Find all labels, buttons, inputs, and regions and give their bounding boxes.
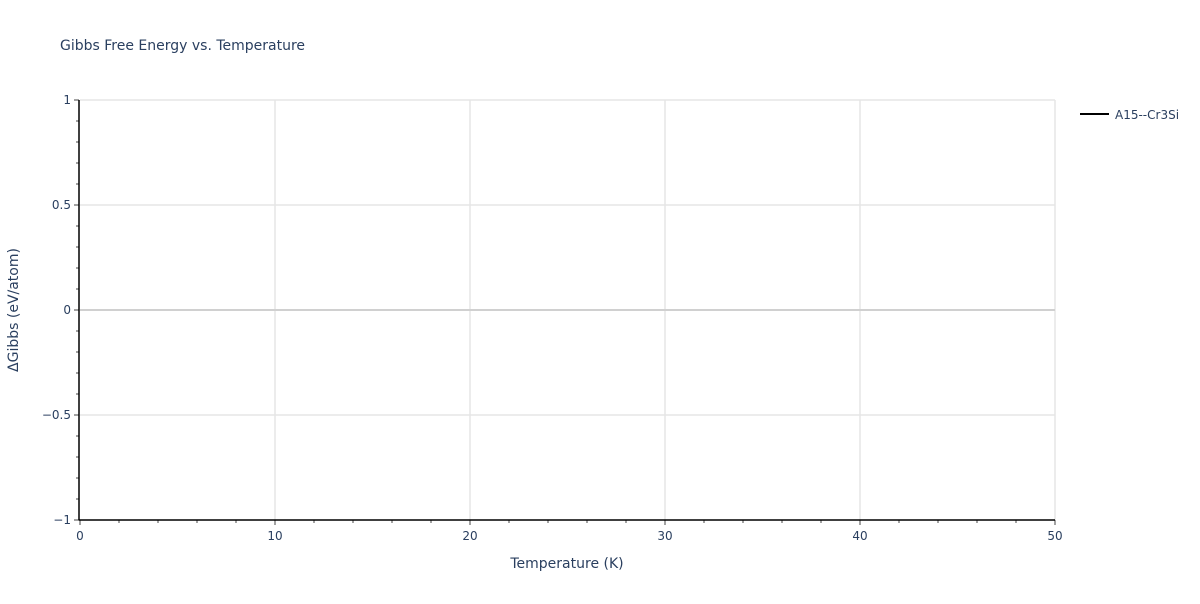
y-tick-label: 1: [63, 93, 71, 107]
x-tick-label: 20: [462, 529, 477, 543]
ticks: 0 10 20 30 40 50 −1 −0.5 0 0.5 1: [42, 93, 1063, 543]
y-axis-label: ΔGibbs (eV/atom): [6, 248, 22, 372]
legend[interactable]: A15--Cr3Si: [1080, 108, 1179, 122]
x-tick-label: 0: [76, 529, 84, 543]
chart-title: Gibbs Free Energy vs. Temperature: [60, 38, 305, 54]
x-tick-label: 40: [852, 529, 867, 543]
x-tick-label: 10: [267, 529, 282, 543]
y-tick-label: 0.5: [52, 198, 71, 212]
y-tick-label: −0.5: [42, 408, 71, 422]
grid: [80, 99, 1056, 520]
legend-label: A15--Cr3Si: [1115, 108, 1179, 122]
y-tick-label: −1: [53, 513, 71, 527]
y-tick-label: 0: [63, 303, 71, 317]
x-tick-label: 50: [1047, 529, 1062, 543]
x-tick-label: 30: [657, 529, 672, 543]
x-axis-label: Temperature (K): [509, 556, 623, 572]
